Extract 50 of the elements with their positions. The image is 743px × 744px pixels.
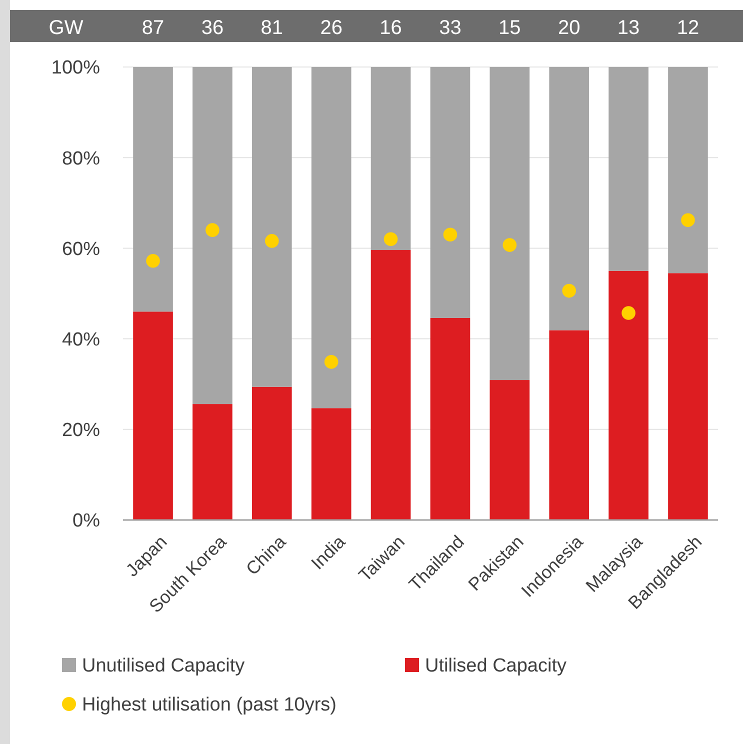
text: 16 [380,17,402,39]
point [562,284,576,298]
text: 20 [558,17,580,39]
text: GW [48,17,84,39]
text: 81 [260,17,284,39]
y-tick-label: 0% [72,510,100,532]
point [384,232,398,246]
bar [549,67,590,330]
bar [430,318,470,520]
text: 26 [320,17,342,39]
bar [490,380,530,520]
y-tick-label: 20% [62,420,100,442]
y-tick-label: 100% [51,58,100,79]
bar [608,270,648,520]
bar [133,67,173,312]
bar [252,67,292,387]
text: 13 [617,17,640,39]
bar [370,250,411,520]
bar [668,273,708,520]
text: 12 [676,17,700,39]
text: 36 [201,17,224,39]
y-tick-label: 40% [62,329,100,350]
point [443,228,458,242]
y-tick-label: 80% [62,148,100,170]
point [681,213,695,228]
point [264,234,279,248]
text: 33 [439,17,462,39]
point [146,254,160,268]
legend-label: Utilised Capacity [425,656,567,677]
bar [490,67,530,380]
bar [430,67,470,318]
bar [192,404,232,520]
text: 15 [498,17,521,39]
bar [133,312,173,520]
text: 87 [142,17,164,39]
bar [668,67,708,274]
y-tick-label: 60% [62,238,100,260]
bar [252,386,292,520]
legend-label: Highest utilisation (past 10yrs) [82,694,336,716]
point [206,223,220,237]
bar [549,330,590,520]
bar [192,67,232,404]
legend-label: Unutilised Capacity [82,656,246,677]
point [502,238,517,252]
point [622,306,636,320]
point [324,355,338,369]
bar [608,67,648,271]
bar [311,408,352,520]
bar [370,67,411,250]
bar [311,67,352,408]
